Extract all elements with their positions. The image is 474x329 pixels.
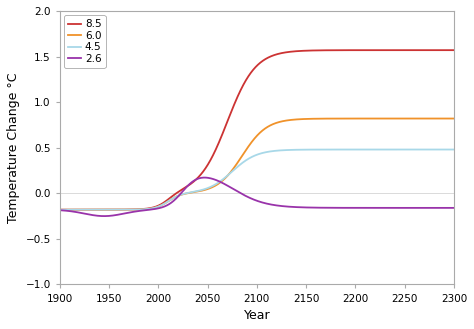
4.5	[77, 208, 83, 212]
6.0	[451, 116, 457, 120]
8.5	[57, 208, 63, 212]
2.6	[57, 208, 63, 212]
2.6	[238, 192, 244, 196]
6.0	[57, 208, 63, 212]
Line: 6.0: 6.0	[60, 118, 454, 210]
4.5	[57, 208, 63, 212]
6.0	[440, 116, 446, 120]
6.0	[248, 140, 254, 144]
6.0	[77, 208, 83, 212]
8.5	[439, 48, 445, 52]
4.5	[439, 148, 445, 152]
Line: 8.5: 8.5	[60, 50, 454, 210]
8.5	[440, 48, 446, 52]
6.0	[238, 156, 244, 160]
2.6	[440, 206, 446, 210]
8.5	[77, 208, 83, 212]
2.6	[249, 197, 255, 201]
8.5	[367, 48, 373, 52]
6.0	[367, 116, 373, 120]
X-axis label: Year: Year	[244, 309, 270, 322]
2.6	[77, 211, 83, 215]
Line: 2.6: 2.6	[60, 178, 454, 216]
8.5	[238, 88, 244, 91]
2.6	[201, 176, 207, 180]
2.6	[101, 214, 107, 218]
8.5	[451, 48, 457, 52]
2.6	[451, 206, 457, 210]
6.0	[439, 116, 445, 120]
4.5	[248, 155, 254, 159]
4.5	[440, 148, 446, 152]
Y-axis label: Temperature Change °C: Temperature Change °C	[7, 72, 20, 223]
2.6	[440, 206, 446, 210]
Legend: 8.5, 6.0, 4.5, 2.6: 8.5, 6.0, 4.5, 2.6	[64, 15, 106, 68]
4.5	[238, 162, 244, 166]
8.5	[248, 70, 254, 74]
4.5	[367, 148, 373, 152]
4.5	[451, 148, 457, 152]
Line: 4.5: 4.5	[60, 150, 454, 210]
2.6	[368, 206, 374, 210]
